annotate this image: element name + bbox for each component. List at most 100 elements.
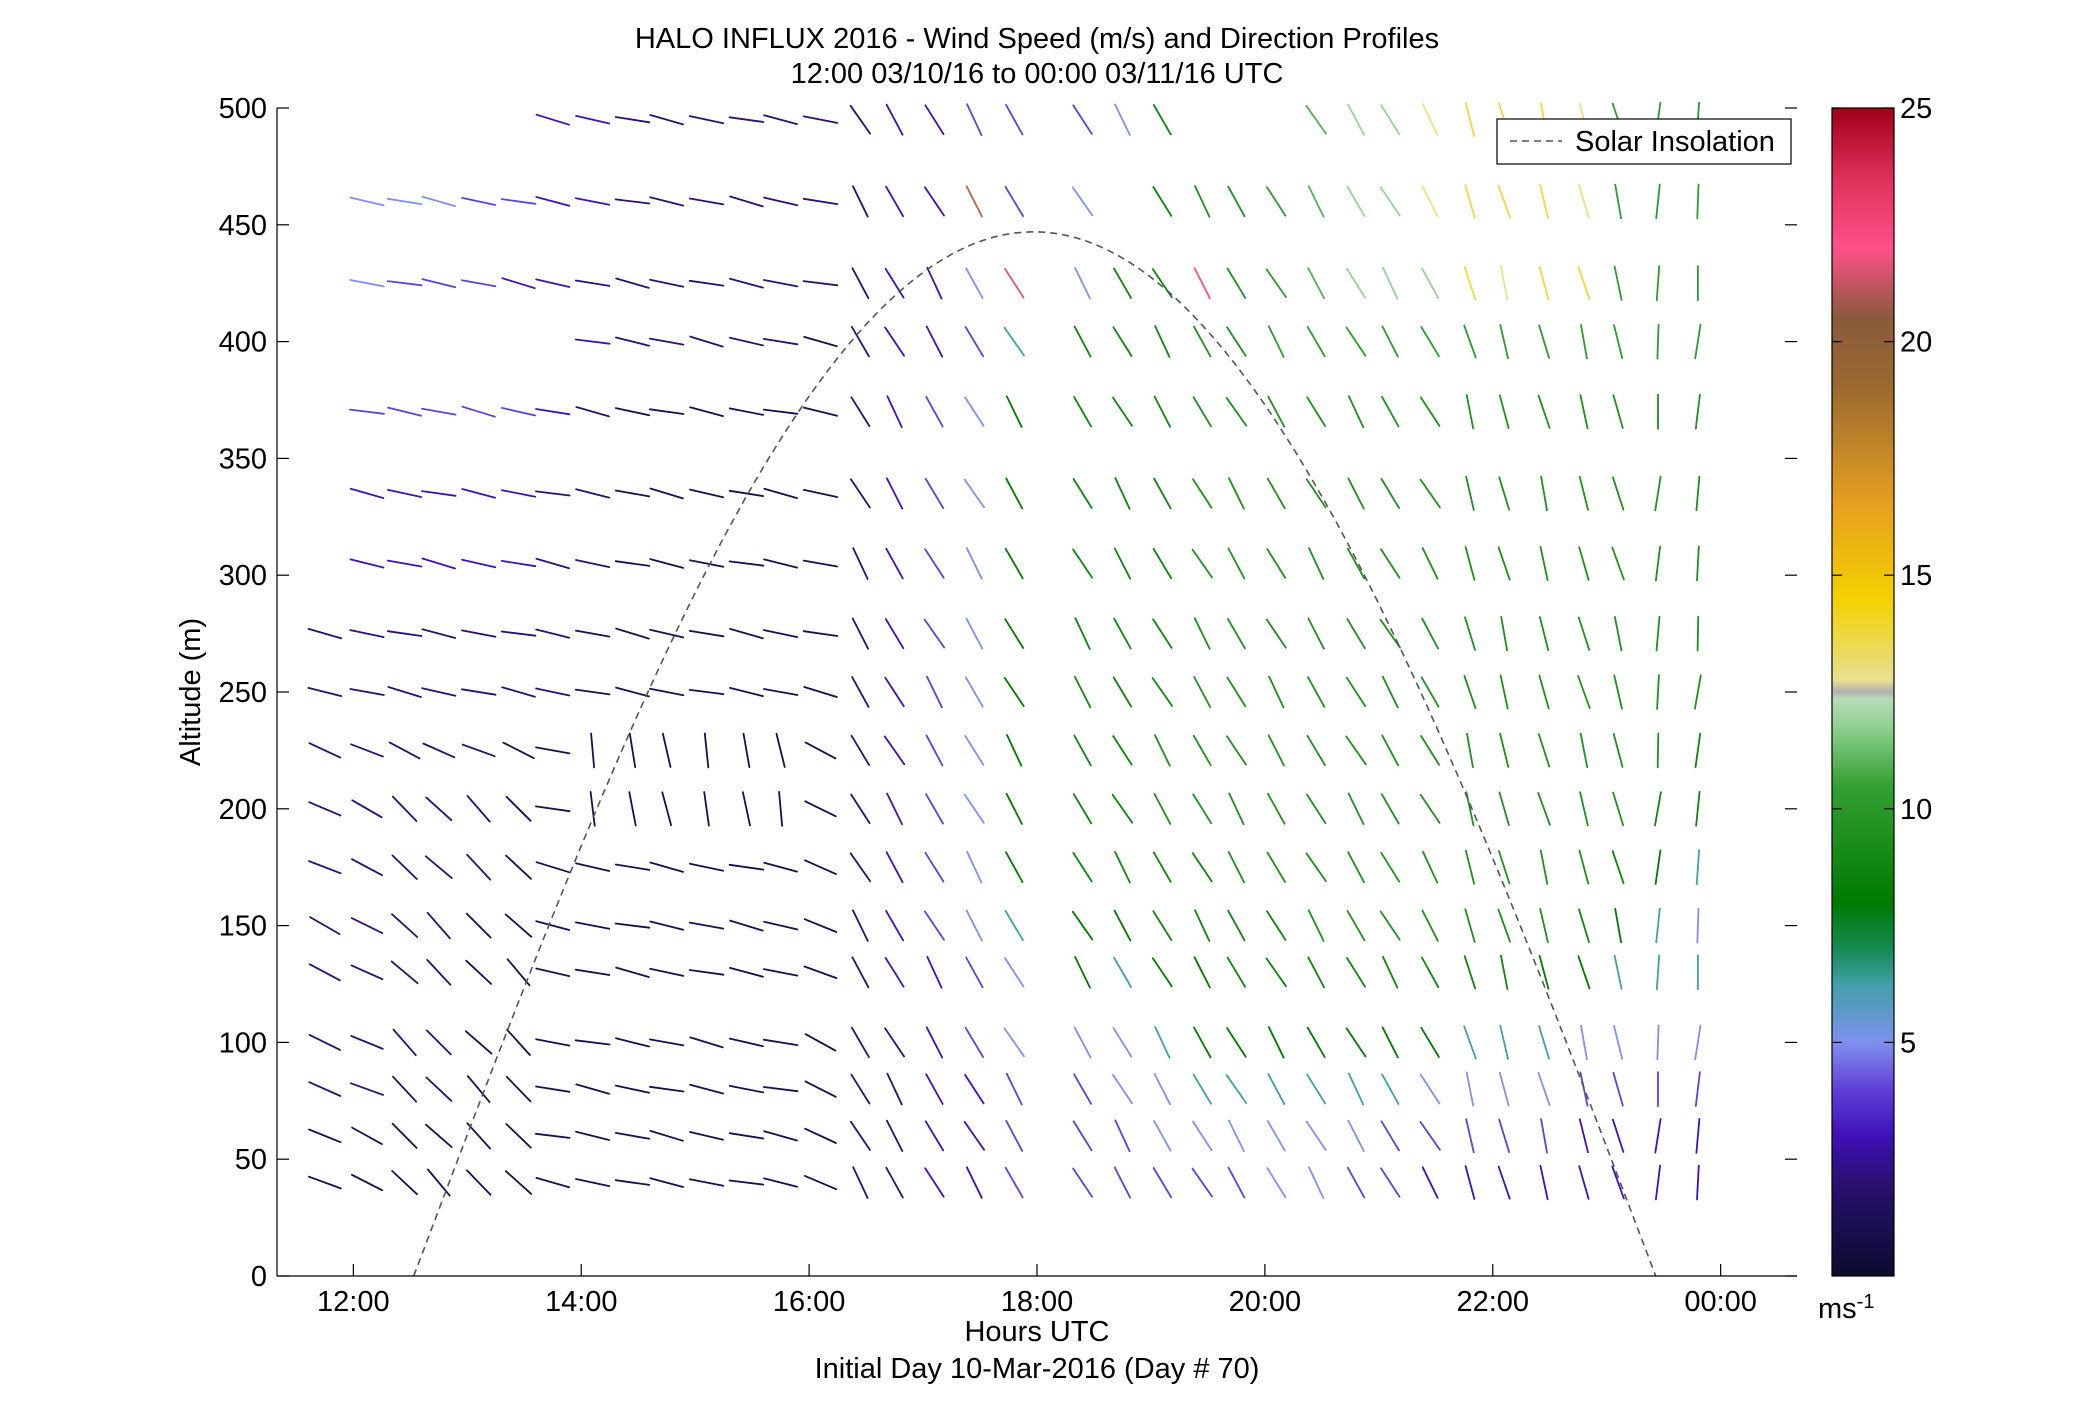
wind-vector [1307, 617, 1325, 650]
wind-vector [425, 1123, 453, 1148]
wind-vector [350, 1173, 384, 1192]
wind-vector [649, 196, 685, 207]
wind-vector [1577, 675, 1591, 709]
wind-vector [1577, 266, 1591, 301]
wind-vector [803, 686, 838, 698]
wind-vector [1695, 475, 1701, 512]
wind-vector [689, 1178, 725, 1187]
wind-vector [574, 338, 611, 345]
wind-vector [575, 862, 611, 872]
wind-vector [802, 280, 839, 287]
wind-vector [500, 560, 537, 568]
wind-vector [923, 618, 946, 649]
wind-vector [1347, 477, 1365, 510]
wind-vector [851, 617, 869, 650]
wind-vector [1192, 1073, 1212, 1105]
wind-vector [965, 185, 983, 218]
wind-vector [1578, 1118, 1589, 1154]
wind-vector [615, 1084, 650, 1094]
wind-vector [1380, 104, 1401, 136]
wind-vector [589, 791, 596, 827]
wind-vector [1613, 324, 1624, 360]
wind-vector [535, 861, 570, 874]
wind-vector [852, 185, 869, 218]
wind-vector [1114, 851, 1131, 884]
wind-vector [804, 1175, 838, 1191]
wind-vector [649, 278, 685, 288]
legend-label: Solar Insolation [1575, 126, 1775, 158]
wind-vector [965, 617, 984, 650]
wind-vector [1578, 849, 1590, 885]
wind-vector [703, 732, 710, 769]
wind-vector [1114, 477, 1131, 510]
wind-vector [388, 741, 421, 760]
wind-vector [308, 860, 342, 875]
wind-vector [778, 791, 783, 827]
wind-vector [1072, 1120, 1093, 1152]
wind-vector [1072, 104, 1093, 135]
y-tick-label: 150 [219, 911, 267, 943]
y-tick-label: 500 [219, 93, 267, 125]
wind-vector [1347, 103, 1365, 136]
wind-vector [964, 735, 985, 766]
wind-vector [1305, 104, 1327, 135]
wind-vector [886, 477, 904, 510]
wind-vector [804, 1080, 837, 1098]
wind-vector [1072, 478, 1093, 509]
wind-vector [1695, 1118, 1701, 1154]
wind-vector [1306, 1073, 1327, 1105]
wind-vector [464, 1030, 493, 1055]
wind-vector [461, 558, 497, 569]
wind-vector [885, 185, 904, 218]
plot-area [277, 108, 1797, 1276]
wind-vector [465, 1169, 492, 1196]
wind-vector [649, 487, 684, 500]
wind-vector [307, 628, 343, 640]
wind-vector [1539, 546, 1549, 581]
wind-vector [387, 686, 422, 698]
wind-vector [1266, 186, 1287, 217]
wind-vector [615, 686, 650, 698]
wind-vector [1499, 733, 1510, 768]
wind-vector [308, 1128, 342, 1144]
wind-vector [1306, 396, 1327, 428]
wind-vector [966, 103, 983, 137]
wind-vector [1004, 547, 1024, 580]
wind-vector [1347, 792, 1365, 825]
wind-vector [1226, 735, 1247, 766]
wind-vector [615, 627, 650, 640]
wind-vector [1464, 184, 1476, 219]
wind-vector [1005, 1119, 1024, 1152]
wind-vector [1613, 265, 1623, 301]
wind-vector [535, 967, 571, 977]
wind-vector [1073, 734, 1092, 767]
wind-vector [742, 791, 751, 827]
wind-vector [422, 742, 456, 759]
colorbar [1831, 107, 1895, 1277]
wind-vector [729, 967, 764, 978]
wind-vector [504, 1170, 533, 1195]
wind-vector [1694, 1024, 1702, 1061]
wind-vector [966, 850, 983, 884]
wind-vector [729, 1037, 764, 1048]
colorbar-tick-label: 15 [1900, 560, 1932, 592]
wind-vector [1695, 791, 1701, 827]
wind-vector [421, 490, 457, 497]
wind-vector [1580, 1024, 1588, 1060]
wind-vector [884, 1027, 905, 1058]
wind-vector [1305, 852, 1327, 882]
wind-vector [1537, 791, 1551, 826]
wind-vector [1579, 791, 1589, 827]
wind-vector [1578, 475, 1589, 511]
wind-vector [575, 1178, 611, 1187]
wind-vector [1498, 394, 1510, 430]
wind-vector [575, 115, 611, 125]
wind-vector [1193, 617, 1211, 650]
colorbar-tick-label: 10 [1900, 794, 1932, 826]
wind-vector [762, 337, 799, 346]
wind-vector [1113, 267, 1132, 299]
wind-vector [424, 855, 453, 879]
wind-vector [885, 547, 904, 580]
wind-vector [1694, 732, 1702, 769]
wind-vector [505, 1123, 532, 1149]
